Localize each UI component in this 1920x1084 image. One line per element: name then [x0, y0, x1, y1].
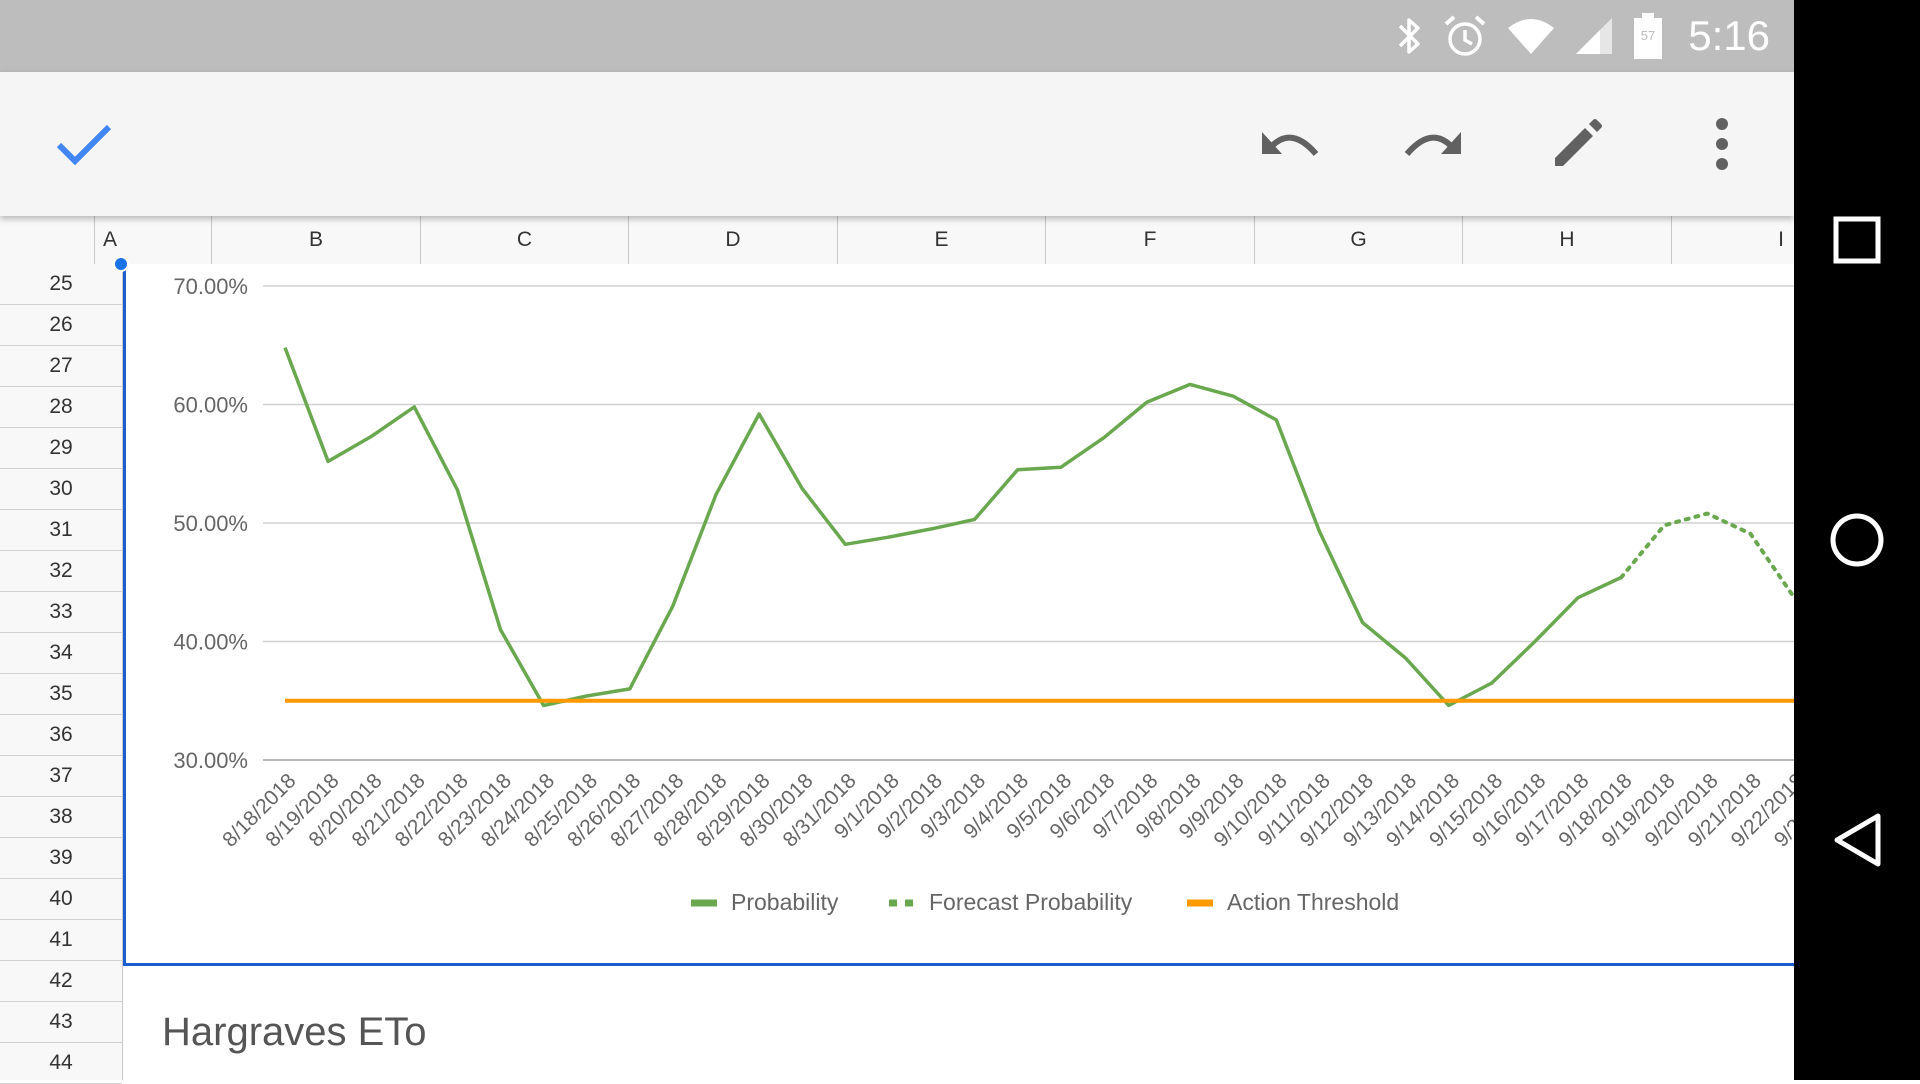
- row-header-25[interactable]: 25: [0, 264, 122, 305]
- chart-resize-handle[interactable]: [113, 256, 129, 272]
- check-icon: [56, 124, 112, 166]
- row-header-34[interactable]: 34: [0, 633, 122, 674]
- battery-icon: 57: [1634, 13, 1663, 59]
- back-icon: [1834, 813, 1881, 867]
- legend-label-2: Action Threshold: [1227, 889, 1399, 915]
- back-button[interactable]: [1794, 780, 1920, 900]
- chart-series: [283, 346, 1794, 708]
- row-header-30[interactable]: 30: [0, 469, 122, 510]
- recents-button[interactable]: [1794, 180, 1920, 300]
- select-all-corner[interactable]: [0, 216, 94, 264]
- line-chart[interactable]: 30.00% 40.00% 50.00% 60.00% 70.00% 8/18/2018…: [123, 264, 1794, 964]
- y-tick-label: 60.00%: [173, 393, 248, 418]
- column-header-e[interactable]: E: [837, 216, 1045, 264]
- row-header-41[interactable]: 41: [0, 920, 122, 961]
- row-header-26[interactable]: 26: [0, 305, 122, 346]
- row-header-36[interactable]: 36: [0, 715, 122, 756]
- signal-icon: [1576, 18, 1613, 54]
- redo-button[interactable]: [1393, 104, 1473, 184]
- row-header-33[interactable]: 33: [0, 592, 122, 633]
- alarm-icon: [1444, 15, 1486, 56]
- column-header-g[interactable]: G: [1254, 216, 1462, 264]
- column-header: A B C D E F G H I: [0, 216, 1794, 265]
- y-tick-label: 30.00%: [173, 748, 248, 773]
- y-tick-label: 50.00%: [173, 511, 248, 536]
- legend-label-1: Forecast Probability: [929, 889, 1133, 915]
- chart-selection-frame[interactable]: [123, 264, 1794, 966]
- chart-gridlines: [263, 285, 1794, 761]
- toolbar: [0, 72, 1794, 216]
- wifi-icon: [1508, 19, 1555, 54]
- chart-x-ticks: 8/18/20188/19/20188/20/20188/21/20188/22…: [218, 769, 1794, 851]
- column-header-h[interactable]: H: [1462, 216, 1671, 264]
- chart-y-ticks: 30.00% 40.00% 50.00% 60.00% 70.00%: [173, 274, 248, 773]
- legend-label-0: Probability: [731, 889, 839, 915]
- status-icons: 57 5:16: [1394, 0, 1770, 72]
- row-header-27[interactable]: 27: [0, 346, 122, 387]
- recents-icon: [1833, 216, 1881, 264]
- done-button[interactable]: [44, 104, 124, 184]
- more-options-button[interactable]: [1682, 104, 1762, 184]
- status-bar: 57 5:16: [0, 0, 1794, 72]
- column-header-c[interactable]: C: [420, 216, 628, 264]
- series-line-0[interactable]: [283, 346, 1622, 708]
- home-icon: [1830, 513, 1884, 567]
- row-header-43[interactable]: 43: [0, 1002, 122, 1043]
- row-header-38[interactable]: 38: [0, 797, 122, 838]
- row-header-44[interactable]: 44: [0, 1043, 122, 1084]
- battery-level-text: 57: [1641, 28, 1655, 43]
- edit-button[interactable]: [1537, 104, 1617, 184]
- cell-text-hargraves-eto[interactable]: Hargraves ETo: [162, 1010, 427, 1054]
- row-header-29[interactable]: 29: [0, 428, 122, 469]
- column-header-f[interactable]: F: [1045, 216, 1254, 264]
- row-header-37[interactable]: 37: [0, 756, 122, 797]
- row-header: 25 26 27 28 29 30 31 32 33 34 35 36 37 3…: [0, 264, 123, 1084]
- y-tick-label: 40.00%: [173, 630, 248, 655]
- row-header-32[interactable]: 32: [0, 551, 122, 592]
- row-header-40[interactable]: 40: [0, 879, 122, 920]
- navigation-bar: [1794, 0, 1920, 1080]
- home-button[interactable]: [1794, 480, 1920, 600]
- column-header-d[interactable]: D: [628, 216, 837, 264]
- column-header-a[interactable]: A: [94, 216, 211, 264]
- undo-button[interactable]: [1250, 104, 1330, 184]
- more-vert-icon: [1716, 118, 1728, 170]
- row-header-42[interactable]: 42: [0, 961, 122, 1002]
- column-header-b[interactable]: B: [211, 216, 420, 264]
- series-line-1[interactable]: [1619, 511, 1794, 630]
- row-header-35[interactable]: 35: [0, 674, 122, 715]
- y-tick-label: 70.00%: [173, 274, 248, 299]
- column-header-i[interactable]: I: [1671, 216, 1794, 264]
- undo-icon: [1262, 132, 1319, 157]
- redo-icon: [1404, 132, 1461, 157]
- pencil-icon: [1555, 119, 1602, 166]
- row-header-39[interactable]: 39: [0, 838, 122, 879]
- chart-legend: Probability Forecast Probability Action Th…: [691, 889, 1399, 915]
- clock: 5:16: [1688, 12, 1770, 59]
- row-header-28[interactable]: 28: [0, 387, 122, 428]
- row-header-31[interactable]: 31: [0, 510, 122, 551]
- bluetooth-icon: [1399, 18, 1420, 54]
